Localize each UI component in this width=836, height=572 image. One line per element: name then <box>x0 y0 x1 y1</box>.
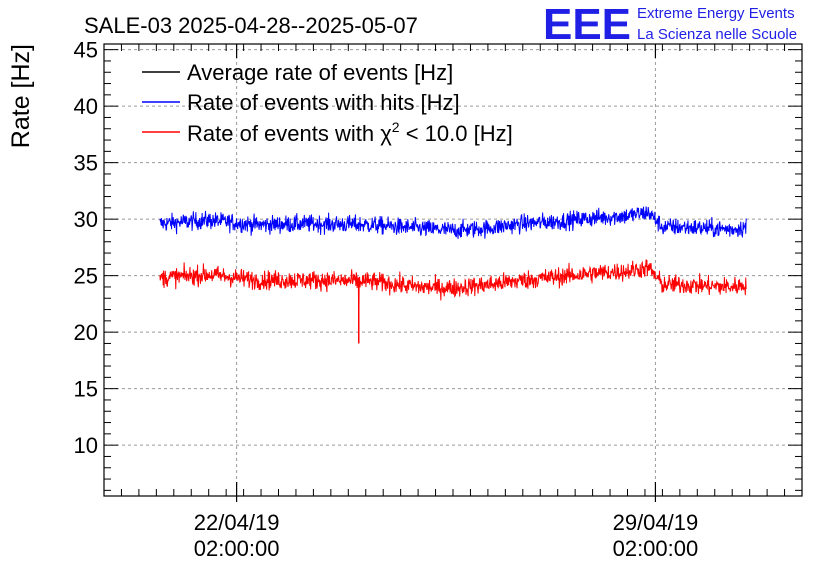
y-tick-label: 35 <box>74 151 98 176</box>
logo-line-2: La Scienza nelle Scuole <box>637 26 797 43</box>
superscript-2: 2 <box>392 119 400 135</box>
y-tick-label: 20 <box>74 320 98 345</box>
chart-title: SALE-03 2025-04-28--2025-05-07 <box>84 13 418 38</box>
chi-symbol: χ <box>380 121 392 146</box>
series-chi2 <box>159 259 747 344</box>
y-tick-label: 40 <box>74 94 98 119</box>
legend-entry-chi2: Rate of events with χ2 < 10.0 [Hz] <box>187 119 513 146</box>
y-axis-label: Rate [Hz] <box>7 44 35 148</box>
legend-entry-average: Average rate of events [Hz] <box>187 60 453 85</box>
legend: Average rate of events [Hz] Rate of even… <box>142 60 513 146</box>
y-tick-labels: 10 15 20 25 30 35 40 45 <box>74 38 98 458</box>
y-tick-label: 30 <box>74 207 98 232</box>
x-tick-time: 02:00:00 <box>194 536 280 561</box>
eee-logo: EEE Extreme Energy Events La Scienza nel… <box>543 0 797 49</box>
y-tick-label: 25 <box>74 264 98 289</box>
x-tick-date: 22/04/19 <box>194 510 280 535</box>
series-hits <box>159 206 747 239</box>
y-tick-label: 15 <box>74 377 98 402</box>
legend-entry-hits: Rate of events with hits [Hz] <box>187 90 460 115</box>
series-line <box>159 206 747 239</box>
logo-mark: EEE <box>543 0 631 49</box>
x-tick-time: 02:00:00 <box>613 536 699 561</box>
series-line <box>159 259 747 344</box>
axis-ticks <box>103 44 803 502</box>
x-tick-date: 29/04/19 <box>613 510 699 535</box>
y-tick-label: 10 <box>74 433 98 458</box>
logo-line-1: Extreme Energy Events <box>637 5 795 22</box>
y-tick-label: 45 <box>74 38 98 63</box>
